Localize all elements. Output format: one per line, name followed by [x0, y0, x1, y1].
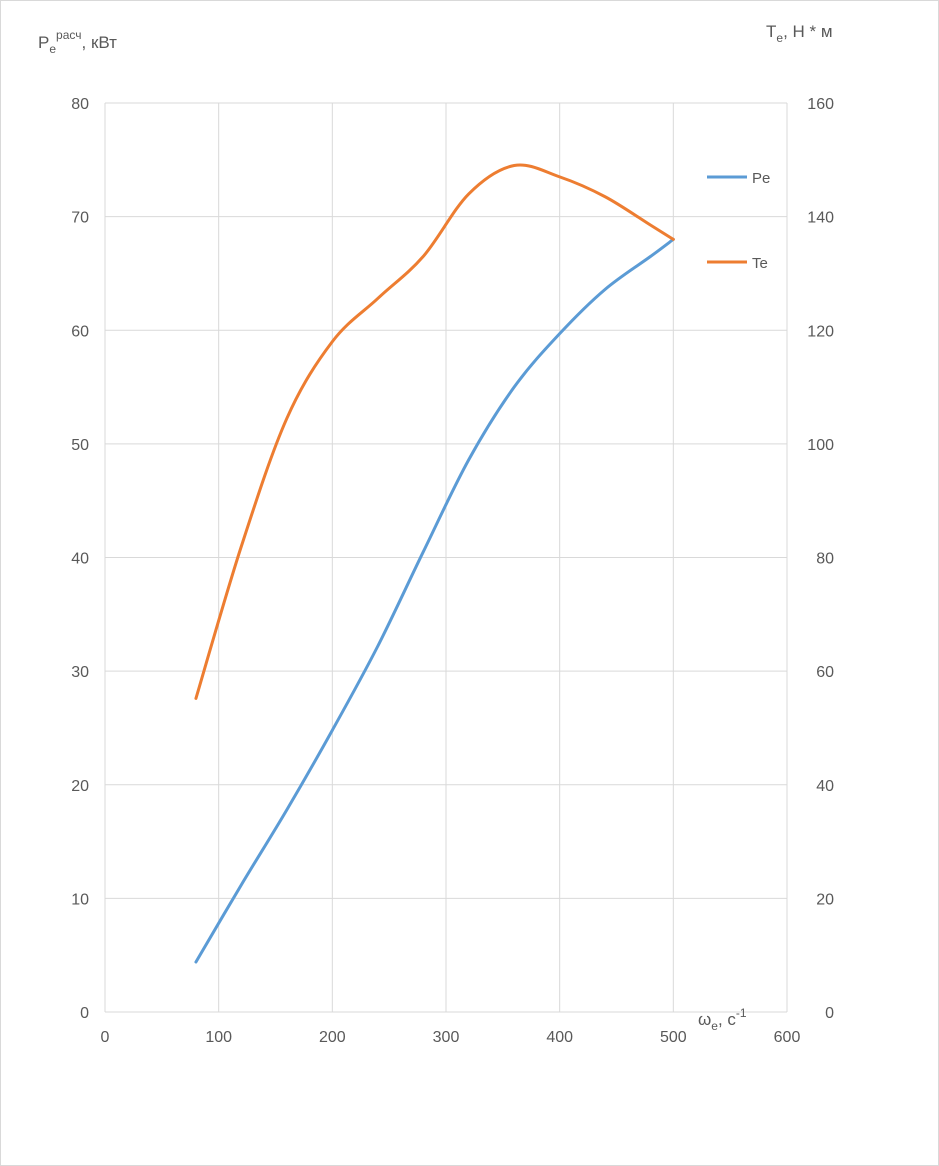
x-tick-label: 600	[774, 1029, 801, 1046]
x-tick-label: 300	[433, 1029, 460, 1046]
series-line-te	[194, 163, 675, 700]
series-line-pe	[194, 237, 675, 964]
y-left-tick-label: 10	[71, 891, 89, 908]
y-right-tick-label: 0	[825, 1005, 834, 1022]
x-tick-label: 400	[546, 1029, 573, 1046]
legend-label-te: Te	[752, 255, 768, 272]
y-left-tick-label: 80	[71, 96, 89, 113]
legend: Pe Te	[707, 170, 770, 272]
x-tick-label: 0	[101, 1029, 110, 1046]
y-right-tick-label: 80	[816, 551, 834, 568]
grid	[104, 102, 788, 1013]
y-right-tick-label: 40	[816, 778, 834, 795]
x-tick-label: 500	[660, 1029, 687, 1046]
y-right-tick-label: 60	[816, 664, 834, 681]
series-lines	[194, 163, 675, 964]
y-left-axis-title: Peрасч, кВт	[38, 28, 117, 56]
y-right-axis-title: Te, Н * м	[766, 22, 833, 45]
legend-label-pe: Pe	[752, 170, 770, 187]
y-left-tick-label: 60	[71, 323, 89, 340]
y-left-tick-label: 50	[71, 437, 89, 454]
y-left-tick-label: 20	[71, 778, 89, 795]
y-left-tick-label: 70	[71, 210, 89, 227]
y-left-tick-label: 0	[80, 1005, 89, 1022]
y-right-tick-label: 100	[807, 437, 834, 454]
x-axis-title: ωe, с-1	[698, 1006, 747, 1033]
x-tick-label: 100	[205, 1029, 232, 1046]
y-right-tick-label: 20	[816, 891, 834, 908]
x-tick-label: 200	[319, 1029, 346, 1046]
y-left-tick-label: 40	[71, 551, 89, 568]
y-left-tick-label: 30	[71, 664, 89, 681]
y-right-tick-label: 160	[807, 96, 834, 113]
tick-labels: 0 100 200 300 400 500 600 0 10 20 30 40 50 60 70 80 0 20 4…	[71, 96, 834, 1046]
y-right-tick-label: 120	[807, 323, 834, 340]
y-right-tick-label: 140	[807, 210, 834, 227]
